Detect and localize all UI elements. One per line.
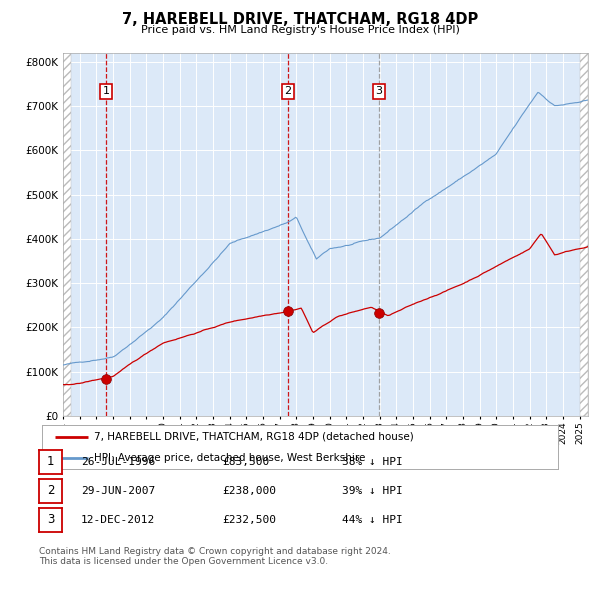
Text: 26-JUL-1996: 26-JUL-1996	[81, 457, 155, 467]
Text: 29-JUN-2007: 29-JUN-2007	[81, 486, 155, 496]
Text: 1: 1	[47, 455, 54, 468]
Text: Price paid vs. HM Land Registry's House Price Index (HPI): Price paid vs. HM Land Registry's House …	[140, 25, 460, 35]
Text: 3: 3	[376, 86, 382, 96]
Text: 39% ↓ HPI: 39% ↓ HPI	[342, 486, 403, 496]
Text: 2: 2	[284, 86, 292, 96]
Text: 7, HAREBELL DRIVE, THATCHAM, RG18 4DP (detached house): 7, HAREBELL DRIVE, THATCHAM, RG18 4DP (d…	[94, 432, 413, 442]
Text: 44% ↓ HPI: 44% ↓ HPI	[342, 515, 403, 525]
Text: £83,500: £83,500	[222, 457, 269, 467]
Text: 7, HAREBELL DRIVE, THATCHAM, RG18 4DP: 7, HAREBELL DRIVE, THATCHAM, RG18 4DP	[122, 12, 478, 27]
Text: 12-DEC-2012: 12-DEC-2012	[81, 515, 155, 525]
Text: This data is licensed under the Open Government Licence v3.0.: This data is licensed under the Open Gov…	[39, 558, 328, 566]
Text: £238,000: £238,000	[222, 486, 276, 496]
Text: 3: 3	[47, 513, 54, 526]
Text: £232,500: £232,500	[222, 515, 276, 525]
Text: 38% ↓ HPI: 38% ↓ HPI	[342, 457, 403, 467]
Text: 2: 2	[47, 484, 54, 497]
Text: 1: 1	[103, 86, 109, 96]
Text: HPI: Average price, detached house, West Berkshire: HPI: Average price, detached house, West…	[94, 453, 365, 463]
Text: Contains HM Land Registry data © Crown copyright and database right 2024.: Contains HM Land Registry data © Crown c…	[39, 547, 391, 556]
